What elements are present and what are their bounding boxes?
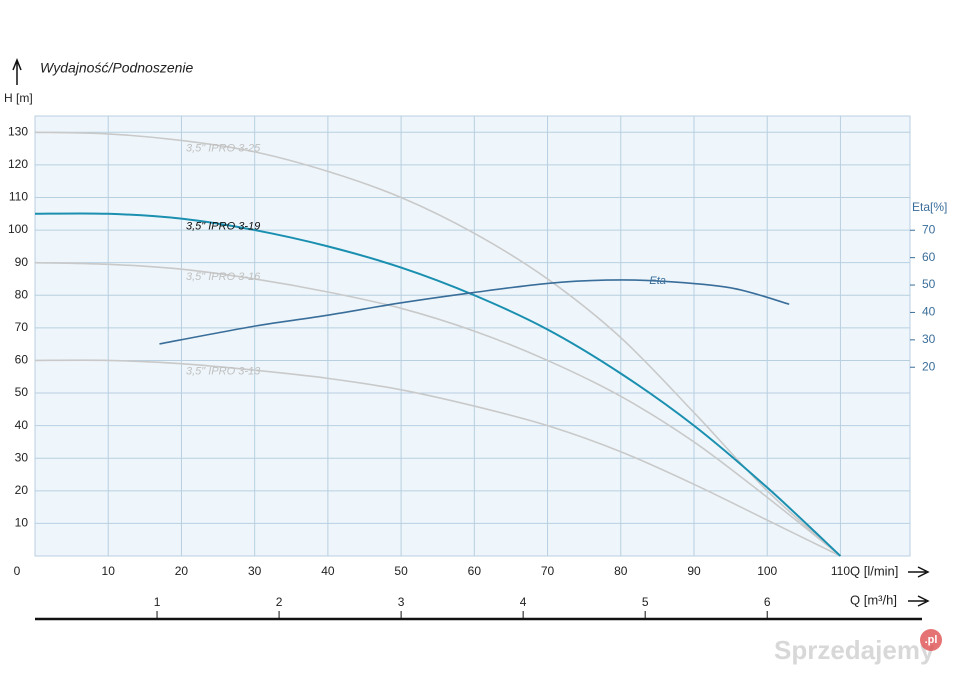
series-label: Eta <box>649 275 666 287</box>
y-tick-label: 80 <box>15 287 29 301</box>
y-tick-label: 30 <box>15 450 29 464</box>
y-arrow <box>12 57 22 85</box>
y2-tick-label: 50 <box>922 277 936 291</box>
y-axis-label: H [m] <box>4 91 33 105</box>
series-line <box>34 359 841 557</box>
watermark-badge: .pl <box>925 634 938 646</box>
x2-arrow <box>908 595 930 607</box>
x-axis-label: Q [l/min] <box>850 563 898 578</box>
x2-axis-label: Q [m³/h] <box>850 592 897 607</box>
series-label: 3,5" IPRO 3-25 <box>186 142 261 154</box>
x-tick-label: 10 <box>102 564 116 578</box>
series-label: 3,5" IPRO 3-16 <box>186 271 261 283</box>
x-tick-label: 80 <box>614 564 628 578</box>
x-tick-label: 30 <box>248 564 262 578</box>
x-tick-label: 110 <box>831 564 850 578</box>
series-line <box>34 261 841 557</box>
x2-tick-label: 1 <box>154 595 161 609</box>
y2-tick-label: 30 <box>922 332 936 346</box>
y-tick-label: 50 <box>15 385 29 399</box>
y-tick-label: 20 <box>15 483 29 497</box>
watermark-badge-bg <box>920 629 942 651</box>
series-label: 3,5" IPRO 3-13 <box>186 366 261 378</box>
y-tick-label: 100 <box>8 222 28 236</box>
x-arrow <box>908 566 930 578</box>
y-tick-label: 90 <box>15 255 29 269</box>
y2-tick-label: 60 <box>922 250 936 264</box>
plot-area <box>34 115 911 557</box>
x-tick-label: 90 <box>687 564 701 578</box>
x2-tick-label: 6 <box>764 595 771 609</box>
y2-tick-label: 20 <box>922 359 936 373</box>
series-label: 3,5" IPRO 3-19 <box>186 221 260 233</box>
series-line <box>34 131 841 557</box>
y-tick-label: 120 <box>8 157 28 171</box>
x-tick-label: 60 <box>468 564 482 578</box>
watermark: Sprzedajemy <box>774 635 935 665</box>
series-line <box>159 279 790 345</box>
x2-tick-label: 5 <box>642 595 649 609</box>
x2-tick-label: 2 <box>276 595 283 609</box>
y2-axis-label: Eta[%] <box>912 200 947 214</box>
x2-tick-label: 4 <box>520 595 527 609</box>
x2-tick-label: 3 <box>398 595 405 609</box>
x-tick-label: 0 <box>14 564 21 578</box>
x-tick-label: 70 <box>541 564 555 578</box>
x-tick-label: 20 <box>175 564 189 578</box>
y-tick-label: 70 <box>15 320 29 334</box>
y2-tick-label: 70 <box>922 222 936 236</box>
x-tick-label: 50 <box>394 564 408 578</box>
y-tick-label: 60 <box>15 353 29 367</box>
x-tick-label: 40 <box>321 564 335 578</box>
series-line <box>34 212 842 557</box>
y2-tick-label: 40 <box>922 305 936 319</box>
y-tick-label: 40 <box>15 418 29 432</box>
y-tick-label: 110 <box>9 190 28 204</box>
y-tick-label: 10 <box>15 516 29 530</box>
y-tick-label: 130 <box>8 124 28 138</box>
x-tick-label: 100 <box>757 564 777 578</box>
chart-title: Wydajność/Podnoszenie <box>40 60 194 76</box>
